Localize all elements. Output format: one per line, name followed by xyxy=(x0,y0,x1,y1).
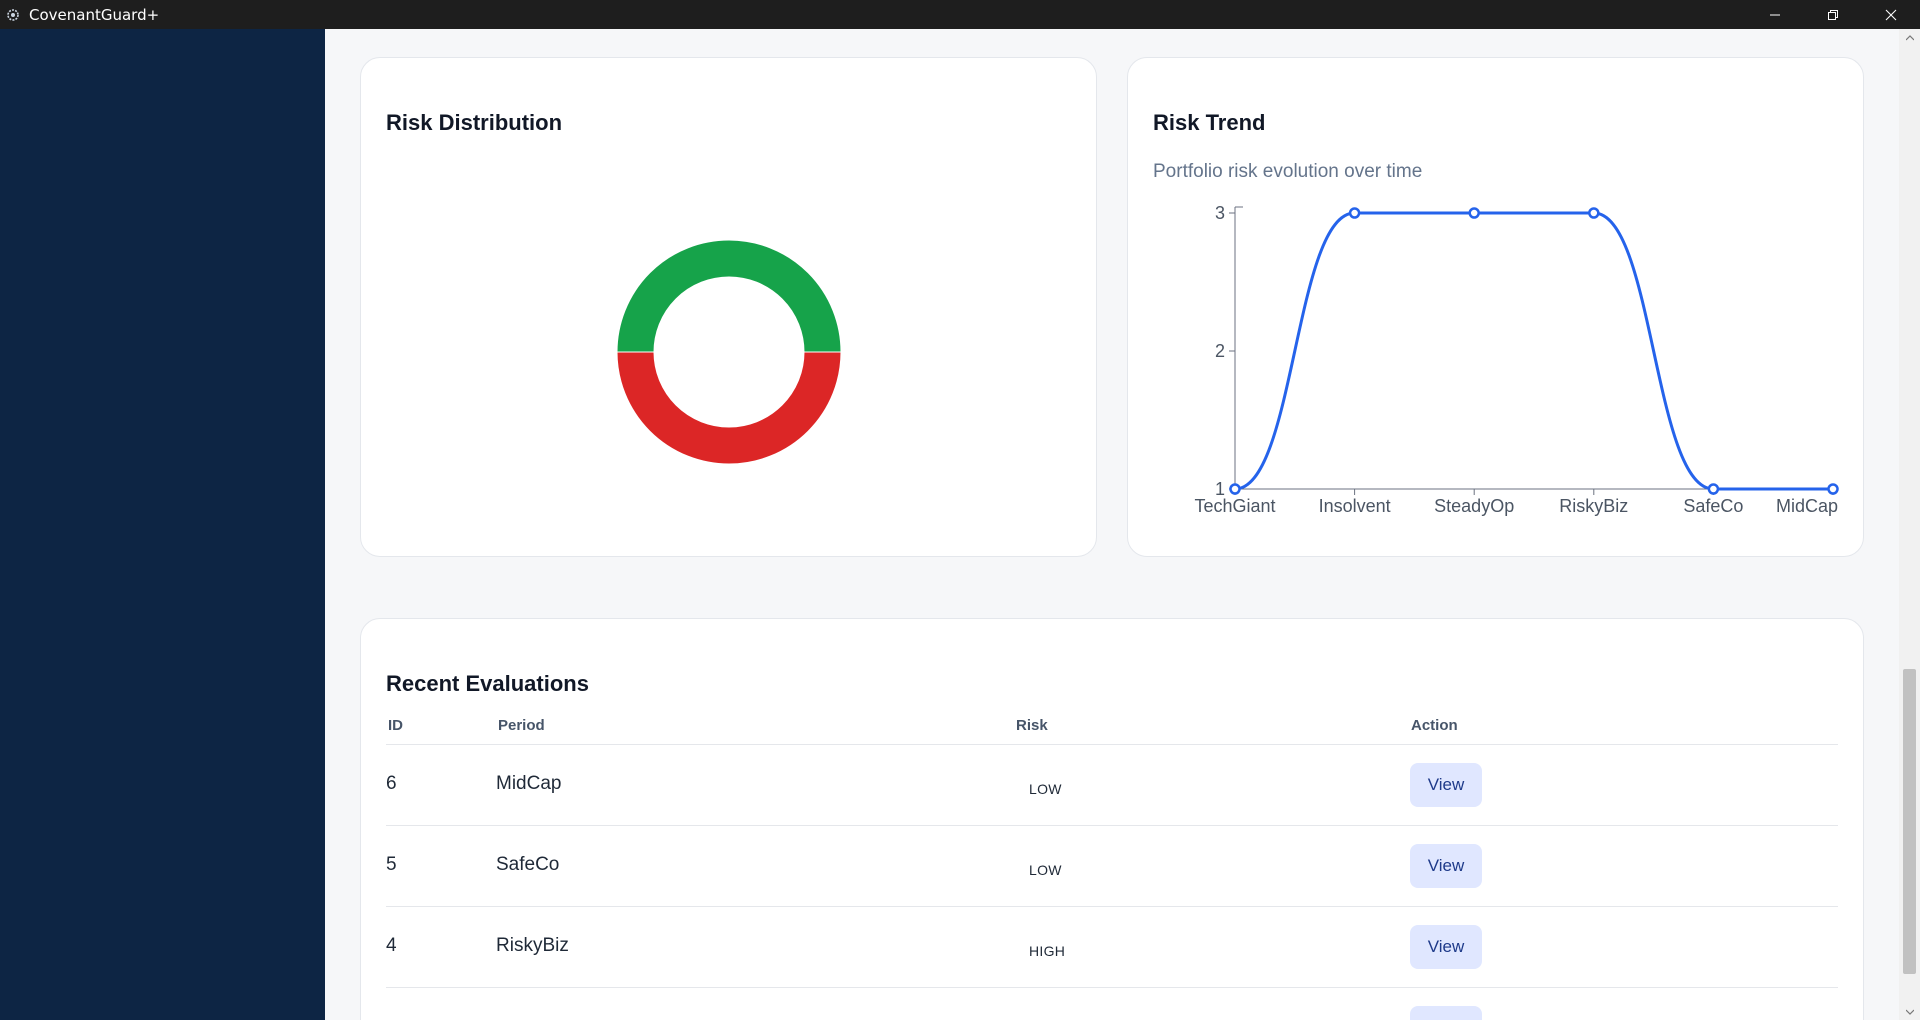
y-tick-label: 3 xyxy=(1215,203,1225,223)
data-point xyxy=(1827,483,1839,495)
row-id: 4 xyxy=(386,935,397,956)
window-title: CovenantGuard+ xyxy=(29,5,160,24)
column-header-period: Period xyxy=(498,717,545,734)
table-row-partial xyxy=(386,987,1838,1020)
column-header-action: Action xyxy=(1411,717,1458,734)
view-button[interactable]: View xyxy=(1410,763,1482,807)
close-icon xyxy=(1885,9,1897,20)
table-row: 4 RiskyBiz HIGH View xyxy=(386,906,1838,987)
data-point xyxy=(1348,207,1361,219)
row-period: MidCap xyxy=(496,773,562,794)
risk-trend-subtitle: Portfolio risk evolution over time xyxy=(1153,161,1423,182)
scrollbar-thumb[interactable] xyxy=(1903,669,1916,974)
data-point xyxy=(1707,483,1720,495)
risk-badge: LOW xyxy=(1029,862,1062,878)
minimize-button[interactable] xyxy=(1746,0,1804,29)
data-point xyxy=(1229,483,1241,495)
app-logo-icon xyxy=(5,7,21,23)
title-bar: CovenantGuard+ xyxy=(0,0,1920,29)
vertical-scrollbar[interactable] xyxy=(1899,29,1920,1020)
row-period: SafeCo xyxy=(496,854,560,875)
x-tick-label: SteadyOp xyxy=(1434,496,1514,516)
risk-trend-title: Risk Trend xyxy=(1153,110,1266,135)
risk-badge: HIGH xyxy=(1029,943,1066,959)
scroll-down-icon[interactable] xyxy=(1899,1003,1920,1020)
minimize-icon xyxy=(1770,14,1780,15)
column-header-risk: Risk xyxy=(1016,717,1048,734)
main-content: Risk Distribution Risk Trend Portfolio r… xyxy=(325,29,1899,1020)
risk-trend-card: Risk Trend Portfolio risk evolution over… xyxy=(1127,57,1864,557)
scroll-up-icon[interactable] xyxy=(1899,29,1920,46)
risk-distribution-chart xyxy=(616,239,842,465)
x-tick-label: MidCap xyxy=(1776,496,1838,516)
column-header-id: ID xyxy=(388,717,403,734)
restore-icon xyxy=(1828,9,1838,20)
x-tick-label: Insolvent xyxy=(1319,496,1391,516)
risk-badge: LOW xyxy=(1029,781,1062,797)
row-period: RiskyBiz xyxy=(496,935,569,956)
series-line xyxy=(1234,211,1833,491)
recent-evaluations-title: Recent Evaluations xyxy=(386,671,589,696)
sidebar xyxy=(0,29,325,1020)
x-tick-label: TechGiant xyxy=(1194,496,1275,516)
table-row: 6 MidCap LOW View xyxy=(386,744,1838,825)
y-tick-label: 2 xyxy=(1215,341,1225,361)
data-point xyxy=(1468,207,1480,219)
risk-distribution-title: Risk Distribution xyxy=(386,110,563,135)
close-button[interactable] xyxy=(1862,0,1920,29)
row-id: 6 xyxy=(386,773,397,794)
x-tick-label: RiskyBiz xyxy=(1559,496,1628,516)
row-id: 5 xyxy=(386,854,397,875)
view-button[interactable]: View xyxy=(1410,925,1482,969)
view-button[interactable]: View xyxy=(1410,844,1482,888)
restore-button[interactable] xyxy=(1804,0,1862,29)
data-point xyxy=(1588,207,1600,219)
donut-slice-high xyxy=(616,351,842,465)
risk-distribution-card: Risk Distribution xyxy=(360,57,1097,557)
table-row: 5 SafeCo LOW View xyxy=(386,825,1838,906)
y-tick-label: 1 xyxy=(1215,479,1225,499)
view-button[interactable] xyxy=(1410,1006,1482,1020)
x-tick-label: SafeCo xyxy=(1683,496,1743,516)
risk-trend-chart: 1 2 3 TechGiant Insolvent SteadyOp RiskyBiz Saf… xyxy=(1194,203,1839,516)
donut-slice-low xyxy=(616,239,842,353)
recent-evaluations-card: Recent Evaluations ID Period Risk Action… xyxy=(360,618,1864,1020)
